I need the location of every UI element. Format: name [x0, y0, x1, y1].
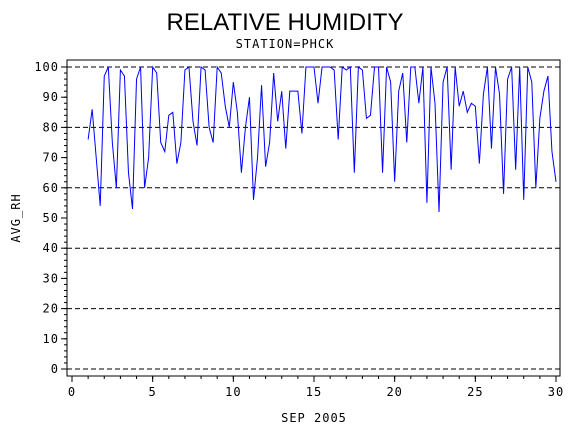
- chart-subtitle: STATION=PHCK: [236, 37, 335, 51]
- x-tick-label: 10: [225, 385, 241, 399]
- y-tick-label: 90: [43, 90, 59, 104]
- y-tick-label: 40: [43, 241, 59, 255]
- plot-frame: [66, 59, 561, 377]
- x-tick-label: 20: [386, 385, 402, 399]
- y-tick-label: 0: [51, 362, 59, 376]
- x-tick-label: 0: [68, 385, 76, 399]
- x-tick-label: 25: [467, 385, 483, 399]
- x-tick-label: 30: [548, 385, 564, 399]
- y-tick-label: 70: [43, 151, 59, 165]
- y-tick-label: 100: [34, 60, 59, 74]
- x-tick-label: 5: [149, 385, 157, 399]
- y-tick-label: 60: [43, 181, 59, 195]
- y-axis-label: AVG_RH: [9, 193, 23, 242]
- y-tick-label: 50: [43, 211, 59, 225]
- chart-title: RELATIVE HUMIDITY: [167, 9, 404, 36]
- y-tick-label: 20: [43, 302, 59, 316]
- y-tick-label: 30: [43, 271, 59, 285]
- data-line: [87, 65, 557, 212]
- x-axis-label: SEP 2005: [281, 411, 347, 425]
- y-tick-label: 10: [43, 332, 59, 346]
- x-tick-label: 15: [306, 385, 322, 399]
- y-tick-label: 80: [43, 120, 59, 134]
